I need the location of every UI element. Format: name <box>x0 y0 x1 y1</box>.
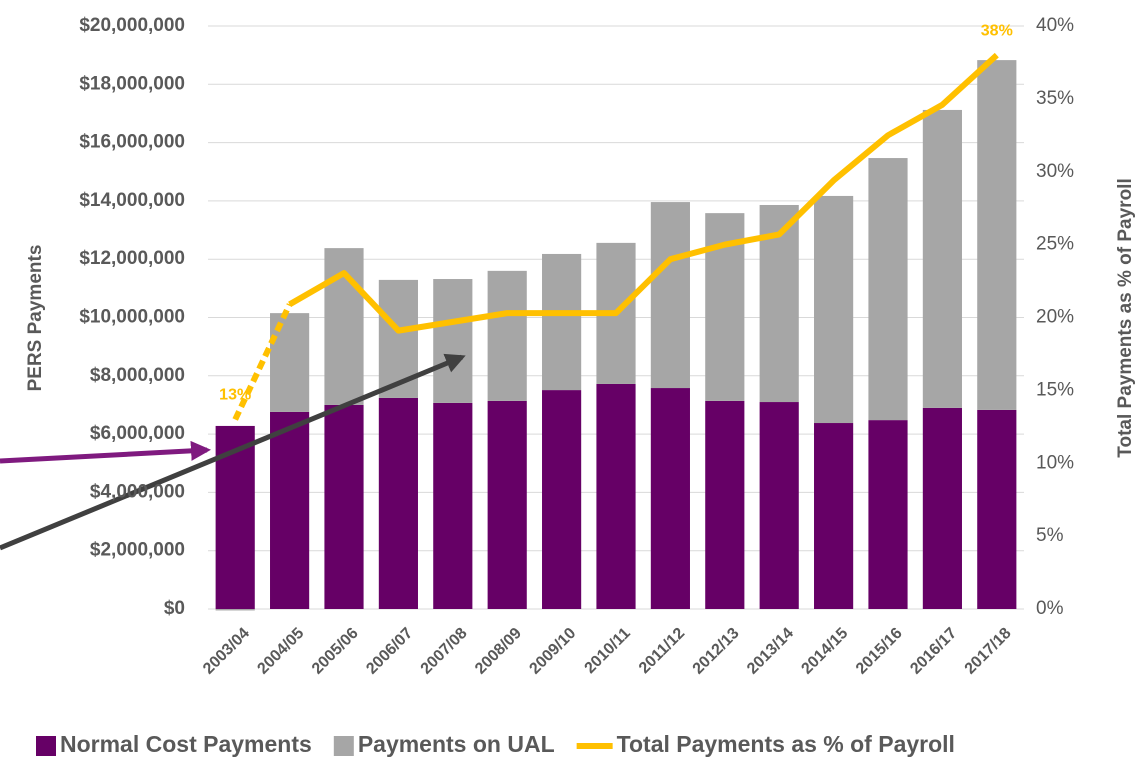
y2-tick-label: 5% <box>1036 525 1064 546</box>
bar <box>378 397 418 609</box>
bar <box>650 202 690 389</box>
bar <box>270 411 310 609</box>
bar <box>977 60 1017 410</box>
legend-swatch <box>36 736 56 756</box>
y-tick-label: $4,000,000 <box>90 481 185 502</box>
bar <box>596 383 636 609</box>
bar <box>868 158 908 421</box>
legend-label: Total Payments as % of Payroll <box>617 731 955 757</box>
line <box>232 52 999 421</box>
bar <box>433 279 473 403</box>
bar <box>487 270 527 401</box>
bar <box>542 253 582 391</box>
x-tick-label: 2015/16 <box>853 625 906 678</box>
y-tick-label: $18,000,000 <box>79 73 185 94</box>
x-tick-label: 2010/11 <box>582 625 634 677</box>
x-tick-label: 2016/17 <box>907 625 960 678</box>
y-tick-label: $16,000,000 <box>79 132 185 153</box>
y2-tick-label: 10% <box>1036 452 1074 473</box>
legend-label: Payments on UAL <box>358 731 555 757</box>
bar <box>487 400 527 609</box>
data-label: 13% <box>219 387 251 404</box>
legend-label: Normal Cost Payments <box>60 731 312 757</box>
y2-tick-label: 15% <box>1036 379 1074 400</box>
legend-swatch <box>333 736 354 756</box>
bar <box>814 195 854 424</box>
plot <box>215 52 1017 611</box>
bar <box>922 407 962 609</box>
bar <box>215 609 255 611</box>
y-tick-label: $12,000,000 <box>79 248 185 269</box>
x-tick-label: 2007/08 <box>418 625 471 678</box>
x-tick-label: 2011/12 <box>636 625 688 677</box>
y2-axis-title: Total Payments as % of Payroll <box>1115 178 1136 457</box>
bar <box>542 390 582 609</box>
x-tick-label: 2008/09 <box>472 625 525 678</box>
x-tick-label: 2014/15 <box>798 625 851 678</box>
bar <box>868 420 908 609</box>
bar <box>922 109 962 408</box>
x-tick-label: 2013/14 <box>744 625 797 678</box>
bar <box>705 400 745 609</box>
y2-tick-label: 0% <box>1036 598 1064 619</box>
x-tick-label: 2004/05 <box>254 625 307 678</box>
y2-tick-label: 25% <box>1036 234 1074 255</box>
x-tick-label: 2009/10 <box>526 625 579 678</box>
y-tick-label: $20,000,000 <box>79 15 185 36</box>
arrow <box>0 353 466 551</box>
y-tick-label: $10,000,000 <box>79 307 185 328</box>
y-tick-label: $0 <box>164 598 185 619</box>
y-tick-label: $8,000,000 <box>90 365 185 386</box>
y-tick-label: $6,000,000 <box>90 423 185 444</box>
bar <box>433 402 473 609</box>
y2-tick-label: 35% <box>1036 88 1074 109</box>
data-label: 38% <box>981 22 1013 39</box>
bar <box>977 409 1017 609</box>
y-tick-label: $14,000,000 <box>79 190 185 211</box>
y2-tick-label: 30% <box>1036 161 1074 182</box>
y2-tick-label: 20% <box>1036 307 1074 328</box>
arrow <box>0 440 211 464</box>
y2-tick-label: 40% <box>1036 15 1074 36</box>
x-tick-label: 2005/06 <box>309 625 362 678</box>
bar <box>814 423 854 609</box>
x-tick-label: 2012/13 <box>690 625 743 678</box>
x-tick-label: 2017/18 <box>962 625 1015 678</box>
y-tick-label: $2,000,000 <box>90 540 185 561</box>
bar <box>650 388 690 609</box>
x-tick-label: 2003/04 <box>200 625 253 678</box>
y-axis-title: PERS Payments <box>25 245 46 392</box>
bar <box>324 404 364 609</box>
x-tick-label: 2006/07 <box>363 625 416 678</box>
bar <box>759 402 799 609</box>
